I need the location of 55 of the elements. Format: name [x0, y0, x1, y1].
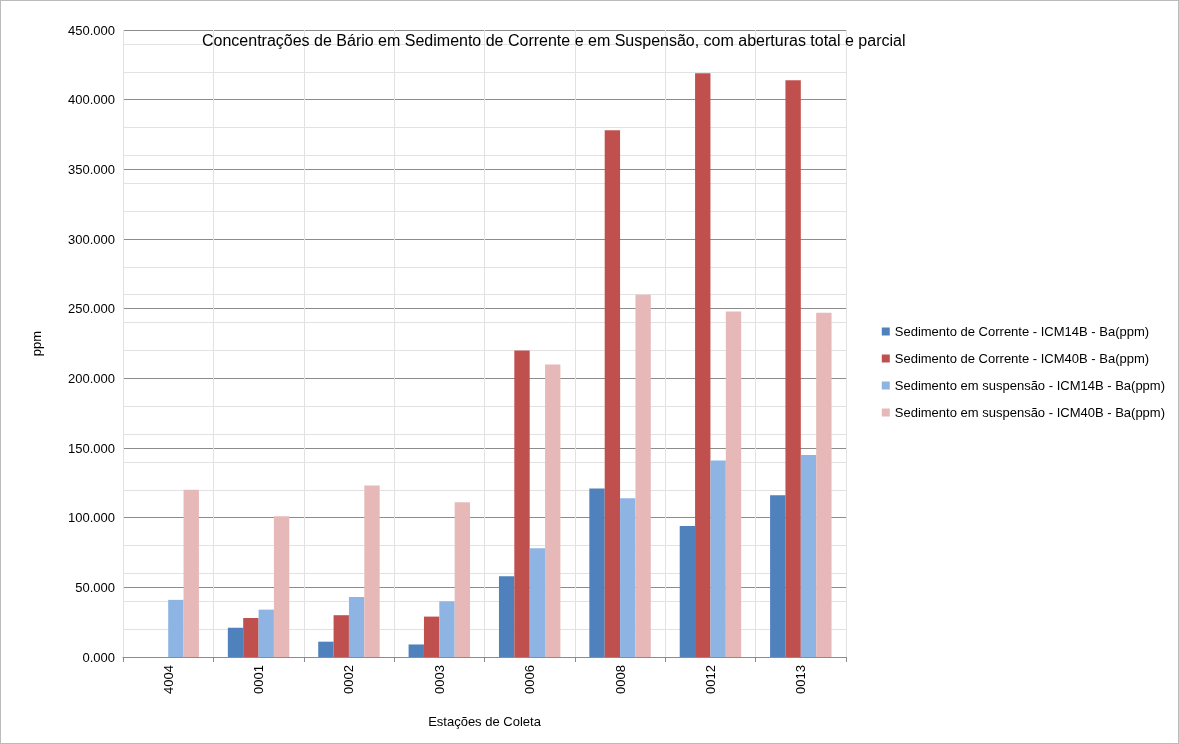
bar: [604, 130, 621, 657]
bar: [545, 364, 561, 657]
bar: [318, 641, 334, 657]
bar: [785, 80, 801, 657]
bar: [423, 616, 440, 657]
bar: [168, 599, 184, 657]
bar: [710, 460, 726, 657]
y-tick-label: 200.000: [68, 370, 115, 386]
x-tick-label: 4004: [160, 665, 176, 694]
bar: [408, 644, 424, 657]
bar: [273, 516, 290, 657]
bar: [454, 502, 471, 657]
bar: [770, 495, 786, 657]
legend-label: Sedimento em suspensão - ICM14B - Ba(ppm): [894, 378, 1166, 393]
bar: [243, 617, 259, 657]
y-tick-label: 50.000: [75, 579, 115, 595]
bar: [348, 597, 365, 657]
y-tick-label: 400.000: [68, 92, 115, 108]
x-tick-label: 0013: [793, 665, 809, 694]
bar: [800, 454, 817, 657]
chart-title: Concentrações de Bário em Sedimento de Corrente e em Suspensão, com aberturas total e parcial: [202, 31, 906, 49]
bar: [333, 615, 349, 657]
bar: [620, 498, 636, 657]
bar: [695, 73, 711, 657]
bar: [514, 350, 530, 657]
y-tick-label: 100.000: [68, 510, 115, 526]
y-tick-label: 0.000: [82, 649, 115, 665]
x-tick-label: 0006: [522, 665, 538, 694]
y-tick-label: 300.000: [68, 231, 115, 247]
y-tick-label: 350.000: [68, 161, 115, 177]
x-tick-label: 0012: [702, 665, 718, 694]
bar: [589, 488, 605, 657]
bar: [816, 312, 832, 657]
bar: [227, 627, 244, 657]
bar: [679, 526, 696, 657]
bar: [439, 601, 455, 657]
y-tick-label: 250.000: [68, 301, 115, 317]
legend-label: Sedimento de Corrente - ICM14B - Ba(ppm): [894, 324, 1150, 339]
bar: [183, 489, 199, 657]
y-tick-label: 150.000: [68, 440, 115, 456]
bar: [529, 548, 546, 657]
bar: [725, 311, 742, 657]
legend-label: Sedimento de Corrente - ICM40B - Ba(ppm): [894, 351, 1150, 366]
bar: [364, 485, 380, 657]
bar: [635, 294, 651, 657]
x-axis-title: Estações de Coleta: [428, 714, 542, 729]
x-tick-label: 0002: [341, 665, 357, 694]
x-tick-label: 0001: [251, 665, 267, 694]
x-tick-label: 0008: [612, 665, 628, 694]
bar: [258, 609, 274, 657]
y-axis-title: ppm: [29, 330, 44, 357]
x-tick-label: 0003: [431, 665, 447, 694]
legend-label: Sedimento em suspensão - ICM40B - Ba(ppm): [894, 405, 1166, 420]
y-tick-label: 450.000: [68, 22, 115, 38]
bar: [498, 576, 515, 657]
